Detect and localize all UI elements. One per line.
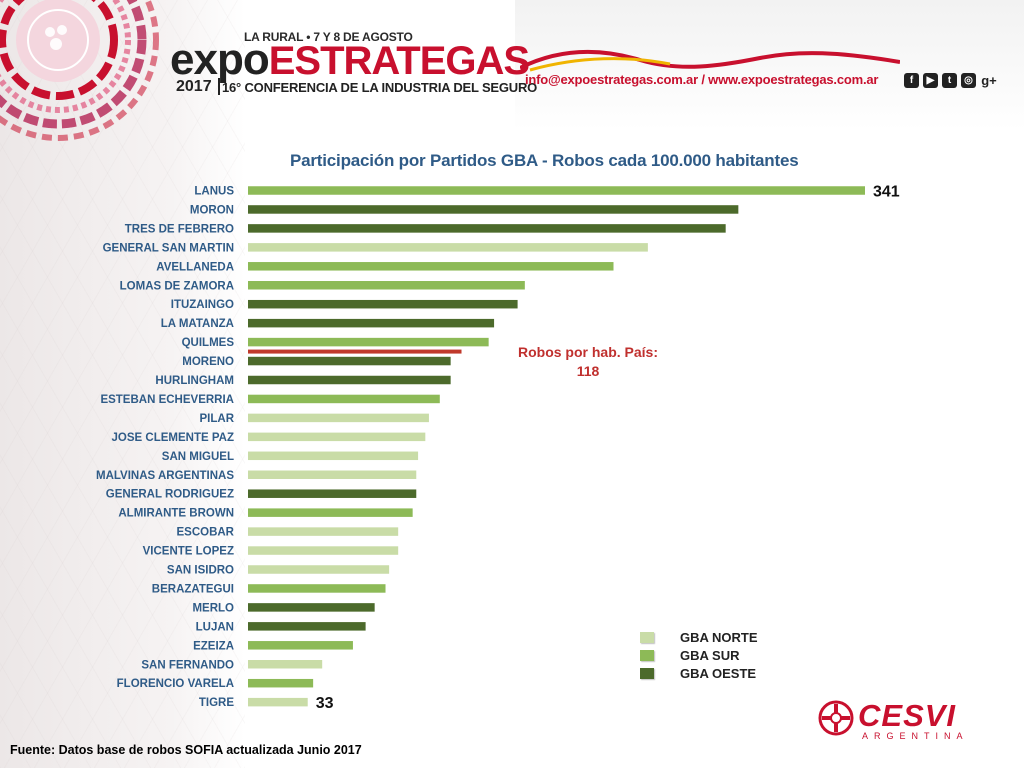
swoosh-decoration [520, 49, 900, 72]
bar [248, 432, 426, 442]
category-label: LUJAN [196, 621, 234, 633]
reference-line [248, 349, 462, 354]
brand-expo: expo [170, 35, 270, 84]
reference-value: 118 [576, 363, 600, 379]
reference-annotation: Robos por hab. País: 118 [508, 343, 668, 381]
category-label: TIGRE [199, 697, 234, 709]
source-note: Fuente: Datos base de robos SOFIA actual… [10, 743, 362, 757]
bar [248, 489, 417, 498]
header-background [515, 0, 1024, 130]
category-label: SAN MIGUEL [162, 451, 234, 463]
cesvi-logo-icon [818, 700, 854, 736]
legend-swatch [640, 667, 654, 679]
category-label: AVELLANEDA [156, 261, 234, 273]
youtube-icon[interactable]: ▶ [923, 73, 938, 88]
bar [248, 394, 440, 404]
bar [248, 697, 308, 707]
background-pattern [0, 0, 245, 768]
bar [248, 641, 353, 650]
category-label: SAN ISIDRO [167, 565, 234, 577]
data-label: 341 [873, 184, 900, 201]
legend-item: GBA SUR [640, 646, 758, 664]
circular-decoration [0, 0, 159, 141]
legend-swatch [640, 631, 654, 643]
google-plus-icon[interactable]: g+ [981, 73, 997, 88]
category-label: ALMIRANTE BROWN [118, 508, 234, 520]
contact-info: info@expoestrategas.com.ar / www.expoest… [525, 72, 879, 87]
chart-title: Participación por Partidos GBA - Robos c… [290, 151, 799, 170]
category-label: LOMAS DE ZAMORA [120, 280, 234, 292]
legend-label: GBA NORTE [680, 629, 758, 645]
brand-year: 2017 [176, 78, 212, 95]
bar [248, 451, 419, 461]
bar [248, 508, 413, 517]
twitter-icon[interactable]: t [942, 73, 957, 88]
category-label: QUILMES [182, 337, 235, 349]
category-label: EZEIZA [193, 640, 234, 652]
bar [248, 318, 495, 328]
bar [248, 299, 518, 309]
bar [248, 224, 726, 233]
bar [248, 584, 386, 593]
category-label: MORON [190, 204, 234, 216]
category-label: GENERAL SAN MARTIN [103, 242, 234, 254]
category-label: SAN FERNANDO [141, 659, 234, 671]
legend-item: GBA NORTE [640, 628, 758, 646]
category-label: VICENTE LOPEZ [143, 546, 234, 558]
bar [248, 205, 739, 214]
category-label: ITUZAINGO [171, 299, 234, 311]
bar [248, 413, 429, 423]
bar [248, 622, 366, 631]
legend-item: GBA OESTE [640, 664, 758, 682]
brand-logo: expoESTRATEGAS [170, 35, 530, 84]
bar [248, 660, 323, 669]
category-label: FLORENCIO VARELA [117, 678, 234, 690]
legend-label: GBA OESTE [680, 665, 757, 681]
cesvi-logo-sub: ARGENTINA [862, 731, 969, 741]
category-label: LA MATANZA [161, 318, 234, 330]
category-label: JOSE CLEMENTE PAZ [112, 432, 234, 444]
category-label: HURLINGHAM [155, 375, 234, 387]
bar [248, 186, 865, 195]
bar [248, 356, 451, 366]
data-label: 33 [316, 695, 334, 712]
legend: GBA NORTE GBA SUR GBA OESTE [640, 628, 758, 682]
category-label: MALVINAS ARGENTINAS [96, 470, 234, 482]
category-label: ESTEBAN ECHEVERRIA [100, 394, 234, 406]
event-tag: LA RURAL • 7 Y 8 DE AGOSTO [244, 30, 413, 44]
facebook-icon[interactable]: f [904, 73, 919, 88]
bar [248, 678, 314, 688]
brand-strategas: ESTRATEGAS [268, 39, 530, 83]
category-label: PILAR [200, 413, 235, 425]
social-icons: f ▶ t ◎ g+ [904, 73, 998, 88]
bar [248, 565, 390, 574]
category-label: BERAZATEGUI [152, 583, 234, 595]
instagram-icon[interactable]: ◎ [961, 73, 976, 88]
bar [248, 546, 399, 555]
bar [248, 243, 648, 252]
brand-separator [218, 78, 220, 95]
conference-subtitle: 16° CONFERENCIA DE LA INDUSTRIA DEL SEGU… [222, 80, 538, 95]
category-label: TRES DE FEBRERO [125, 223, 234, 235]
bar [248, 470, 417, 479]
legend-swatch [640, 649, 654, 661]
bar [248, 281, 525, 290]
category-label: MERLO [192, 602, 234, 614]
legend-label: GBA SUR [680, 647, 740, 663]
cesvi-logo-name: CESVI [858, 698, 957, 733]
category-label: ESCOBAR [176, 527, 234, 539]
bar [248, 337, 489, 347]
bar [248, 603, 375, 612]
bar [248, 527, 399, 536]
reference-label: Robos por hab. País: [517, 344, 658, 360]
bar [248, 375, 451, 385]
category-label: GENERAL RODRIGUEZ [106, 489, 234, 501]
bar [248, 262, 614, 271]
category-label: MORENO [182, 356, 234, 368]
category-label: LANUS [194, 186, 234, 198]
